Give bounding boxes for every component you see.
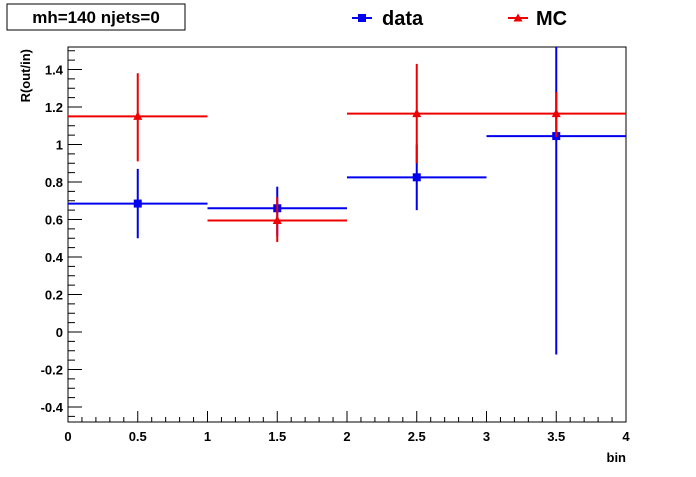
x-tick-label: 3.5 <box>547 429 565 444</box>
y-tick-label: 1.4 <box>45 63 64 78</box>
x-tick-label: 1 <box>204 429 211 444</box>
y-tick-label: 0.2 <box>45 288 63 303</box>
data-point <box>133 199 142 208</box>
x-tick-label: 0 <box>64 429 71 444</box>
legend-mc-marker <box>513 13 523 22</box>
y-tick-label: -0.4 <box>41 400 64 415</box>
plot-frame <box>67 46 627 423</box>
y-tick-label: -0.2 <box>41 363 63 378</box>
x-tick-label: 1.5 <box>268 429 286 444</box>
series-layer <box>68 47 626 355</box>
y-tick-label: 0.6 <box>45 213 63 228</box>
y-tick-label: 1.2 <box>45 100 63 115</box>
x-tick-label: 0.5 <box>129 429 147 444</box>
chart-title: mh=140 njets=0 <box>32 8 160 27</box>
x-tick-label: 3 <box>483 429 490 444</box>
x-tick-label: 2 <box>343 429 350 444</box>
legend-data-label: data <box>382 8 424 30</box>
legend-mc-label: MC <box>536 8 567 30</box>
mc-point <box>551 108 561 118</box>
data-point <box>412 173 421 182</box>
x-tick-label: 2.5 <box>408 429 426 444</box>
x-tick-label: 4 <box>622 429 630 444</box>
y-tick-label: 0.8 <box>45 175 63 190</box>
y-tick-label: 1 <box>56 138 63 153</box>
mc-point <box>272 215 282 224</box>
legend-data-marker <box>358 14 366 22</box>
title-box <box>6 3 186 31</box>
mc-point <box>133 111 143 120</box>
y-tick-label: 0.4 <box>45 250 64 265</box>
legend: data MC <box>352 8 567 30</box>
x-axis-label: bin <box>607 450 627 465</box>
mc-point <box>412 108 422 118</box>
y-axis-label: R(out/in) <box>18 49 33 102</box>
y-tick-label: 0 <box>56 325 63 340</box>
axis-ticks: 0 0.5 1 1.5 2 2.5 3 3.5 4 -0.4 -0.2 0 0.2 0.4 0.6 0.8 1 1… <box>41 50 630 444</box>
